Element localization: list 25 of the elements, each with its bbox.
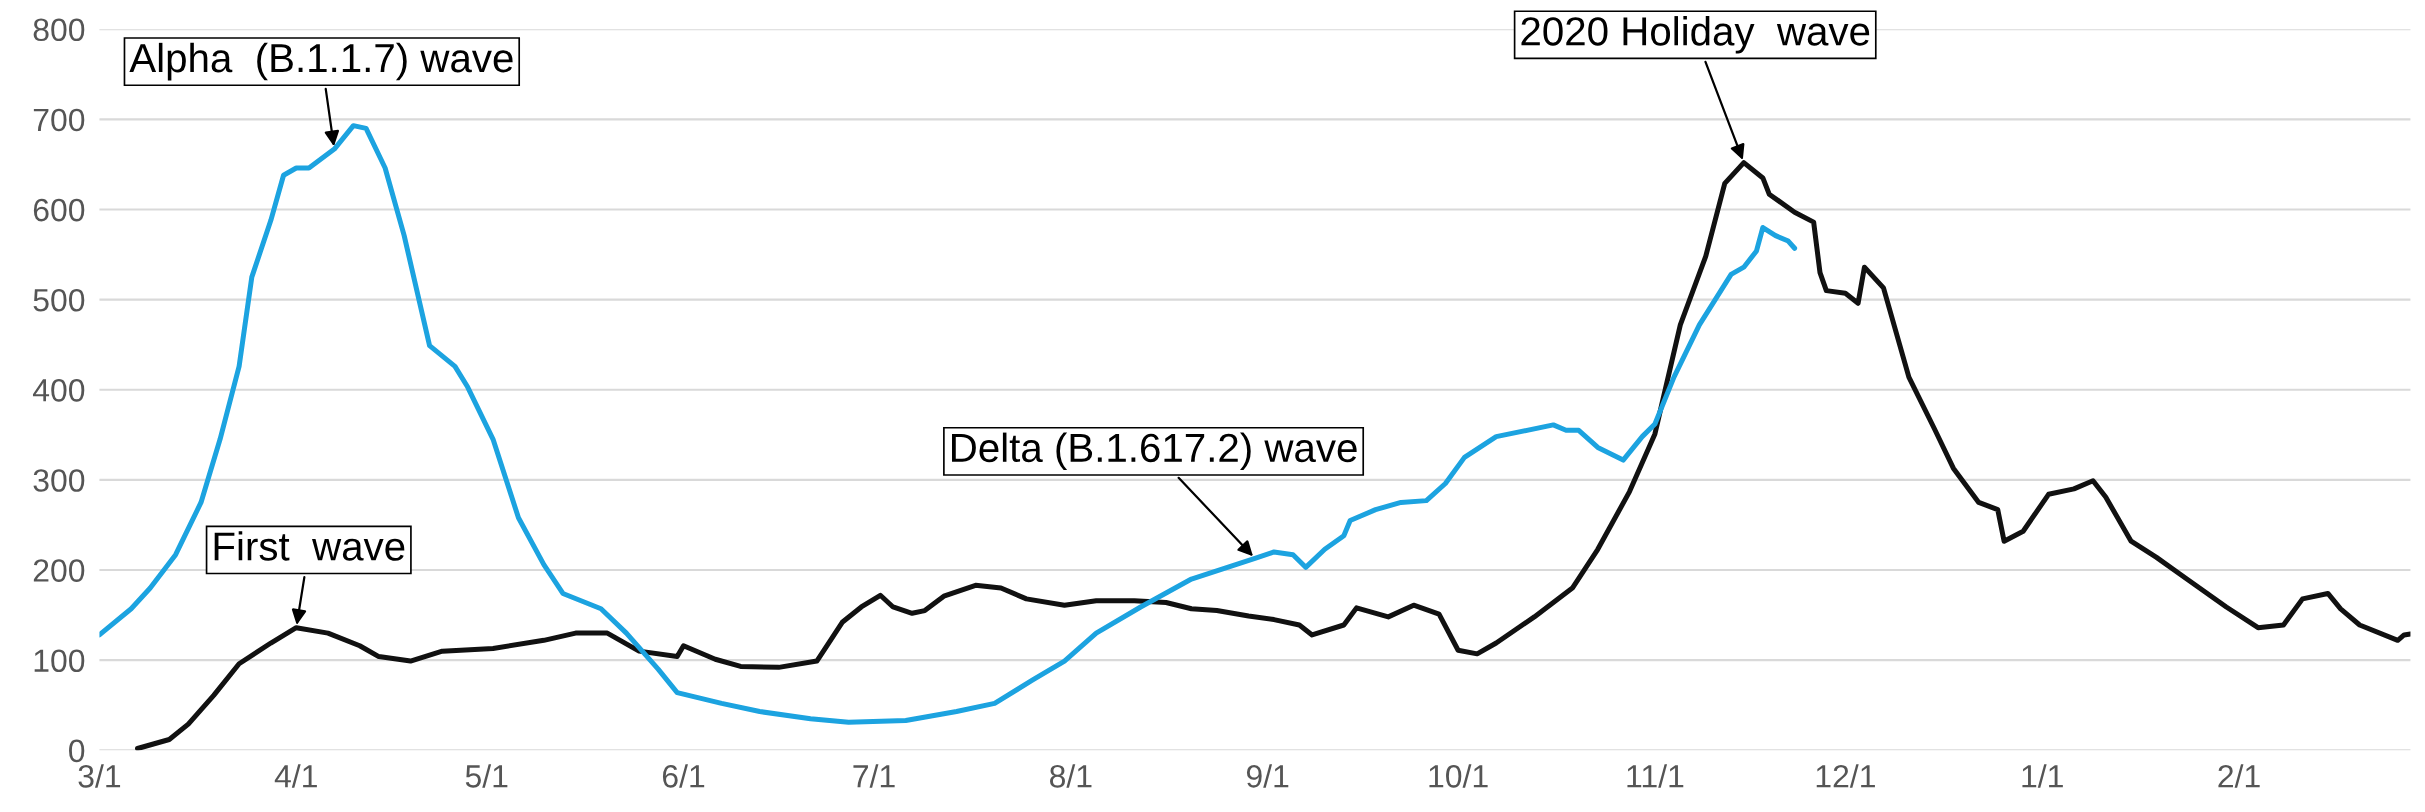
y-tick-label: 400 — [32, 379, 85, 402]
y-tick-label: 500 — [33, 288, 85, 312]
annotation: Delta (B.1.617.2) wave — [952, 432, 1357, 471]
y-tick-label: 200 — [33, 559, 85, 582]
x-tick-label: 11/1 — [1627, 764, 1684, 788]
annotation: First wave — [214, 531, 405, 561]
x-tick-label: 2/1 — [2218, 764, 2260, 788]
y-tick-label: 800 — [33, 18, 85, 42]
x-tick-label: 6/1 — [662, 764, 705, 788]
x-tick-label: 3/1 — [78, 764, 121, 788]
y-tick-label: 600 — [33, 198, 85, 222]
x-tick-label: 9/1 — [1246, 764, 1289, 788]
x-tick-label: 8/1 — [1050, 764, 1092, 788]
annotation: 2020 Holiday wave — [1521, 16, 1870, 54]
y-tick-label: 100 — [34, 649, 85, 673]
x-tick-label: 5/1 — [465, 764, 508, 788]
x-tick-label: 10/1 — [1429, 764, 1488, 788]
x-tick-label: 7/1 — [853, 764, 895, 788]
x-tick-label: 1/1 — [2022, 764, 2063, 788]
y-tick-label: 300 — [33, 469, 85, 492]
x-tick-label: 4/1 — [274, 764, 317, 788]
annotation: Alpha (B.1.1.7) wave — [129, 42, 513, 81]
y-tick-label: 0 — [69, 739, 85, 763]
y-tick-label: 700 — [33, 108, 85, 132]
x-tick-label: 12/1 — [1816, 764, 1875, 788]
